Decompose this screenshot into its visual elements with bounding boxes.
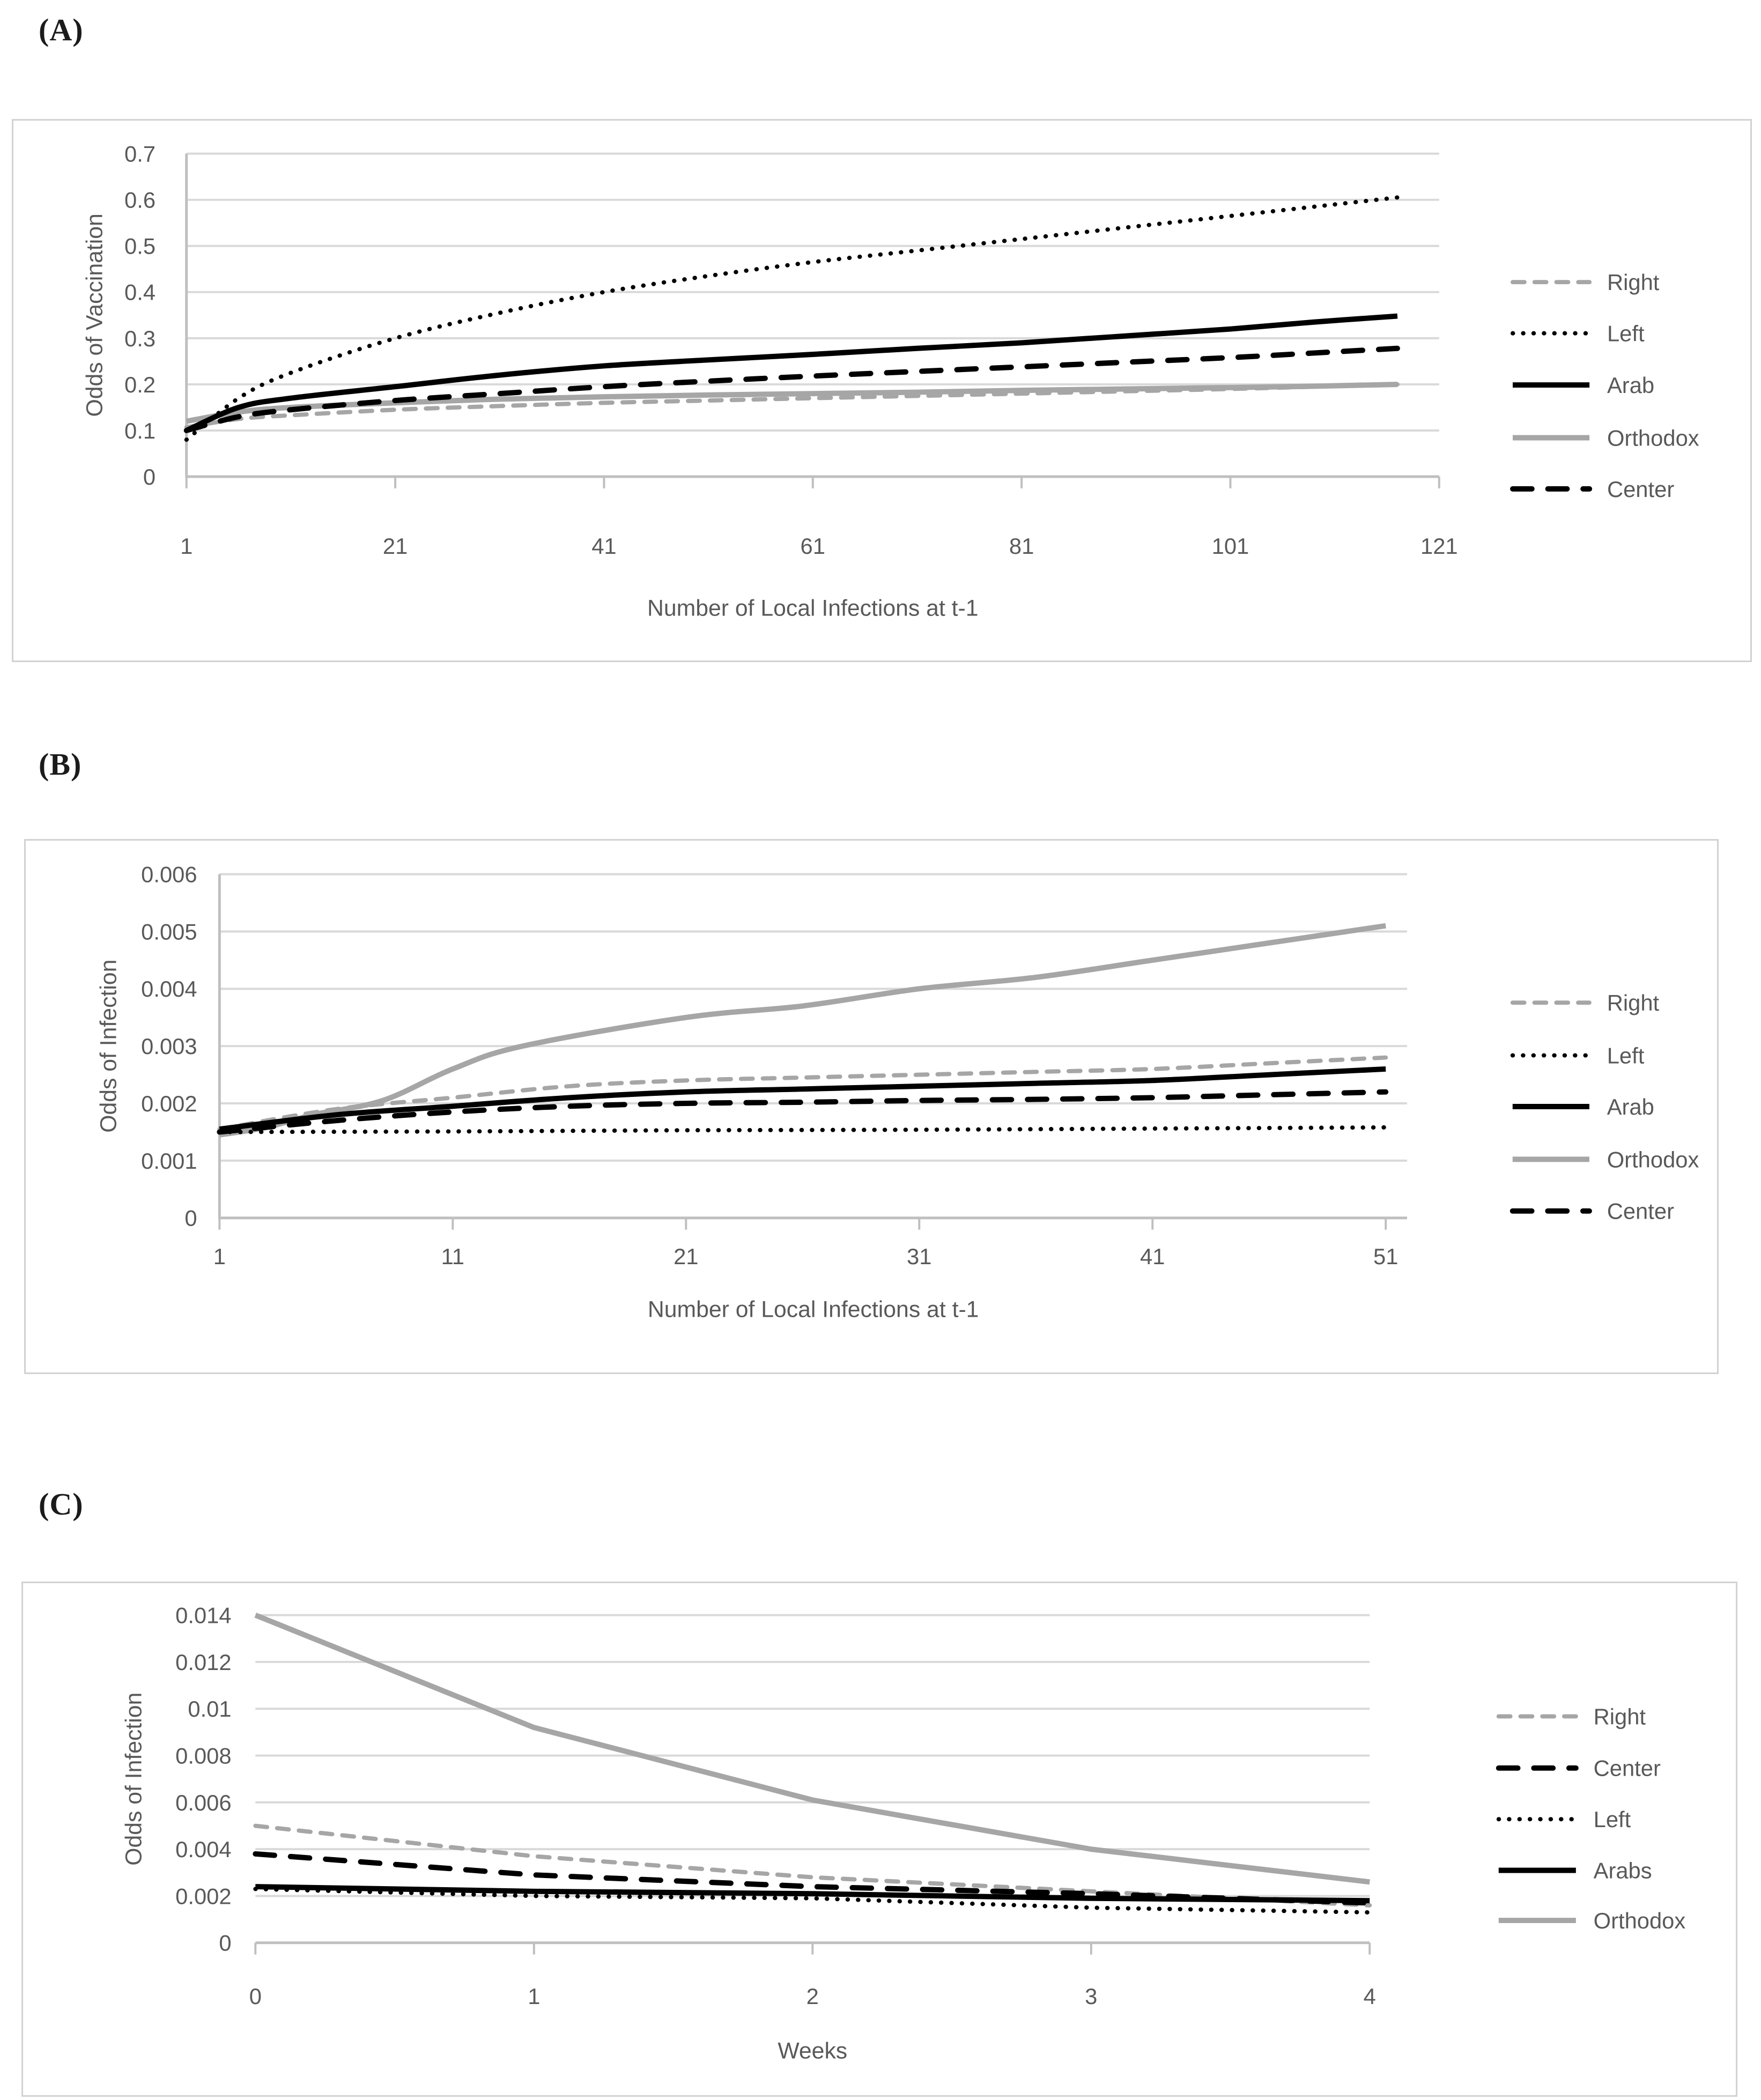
legend-label-left: Left <box>1607 1043 1645 1068</box>
legend-label-right: Right <box>1607 270 1660 295</box>
y-tick-label: 0.5 <box>124 234 156 259</box>
y-tick-label: 0 <box>184 1206 197 1231</box>
y-tick-label: 0.002 <box>175 1883 231 1909</box>
series-line-center <box>217 1089 1389 1135</box>
x-axis-title: Weeks <box>778 2038 847 2064</box>
x-tick-label: 21 <box>383 533 408 559</box>
series-line-right <box>253 1823 1372 1908</box>
series-line-left <box>253 1887 1372 1915</box>
y-tick-label: 0.006 <box>175 1790 231 1815</box>
chart-c-box: 0 0.002 0.004 0.006 0.008 0.01 0.012 0.014 0 1 2 3 4… <box>21 1582 1737 2097</box>
y-tick-label: 0.008 <box>175 1743 231 1768</box>
chart-a-box: 0 0.1 0.2 0.3 0.4 0.5 0.6 0.7 1 21 41 61 81 101 121 Num… <box>12 119 1752 662</box>
y-tick-label: 0.001 <box>141 1148 197 1174</box>
legend-label-arab: Arab <box>1607 1094 1654 1119</box>
x-tick-label: 1 <box>180 533 193 559</box>
x-tick-label: 81 <box>1009 533 1034 559</box>
x-tick-label: 41 <box>1140 1244 1165 1269</box>
x-tick-label: 4 <box>1364 1984 1376 2009</box>
y-tick-label: 0.005 <box>141 919 197 944</box>
x-tick-label: 11 <box>441 1244 464 1269</box>
series-line-left <box>184 195 1400 442</box>
series-line-arab <box>185 313 1398 433</box>
y-tick-label: 0.4 <box>124 280 156 305</box>
x-tick-label: 51 <box>1373 1244 1398 1269</box>
chart-b-box: 0 0.001 0.002 0.003 0.004 0.005 0.006 1 11 21 31 41… <box>24 839 1719 1374</box>
y-axis-title: Odds of Infection <box>96 960 122 1133</box>
x-tick-label: 21 <box>674 1244 698 1269</box>
legend-label-orthodox: Orthodox <box>1594 1908 1686 1933</box>
y-tick-label: 0.1 <box>124 418 156 443</box>
legend-label-arabs: Arabs <box>1594 1858 1652 1883</box>
panel-a-label: (A) <box>39 12 84 47</box>
legend-label-right: Right <box>1594 1704 1646 1729</box>
y-tick-label: 0.01 <box>188 1696 231 1721</box>
x-axis-title: Number of Local Infections at t-1 <box>647 595 979 621</box>
x-tick-label: 41 <box>591 533 616 559</box>
y-tick-label: 0.003 <box>141 1034 197 1059</box>
y-tick-label: 0.3 <box>124 326 156 351</box>
y-tick-label: 0.004 <box>175 1837 231 1862</box>
x-tick-label: 61 <box>801 533 825 559</box>
legend-label-center: Center <box>1607 1199 1674 1224</box>
legend-label-center: Center <box>1594 1756 1661 1781</box>
x-axis-title: Number of Local Infections at t-1 <box>648 1297 979 1323</box>
y-tick-label: 0.7 <box>124 142 156 167</box>
y-tick-label: 0.012 <box>175 1650 231 1675</box>
x-tick-label: 3 <box>1085 1984 1097 2009</box>
legend-label-arab: Arab <box>1607 373 1654 398</box>
y-axis-title: Odds of Vaccination <box>82 213 108 417</box>
series-line-center <box>183 345 1400 433</box>
y-axis-title: Odds of Infection <box>121 1693 147 1866</box>
series-line-right <box>184 382 1400 429</box>
series-line-arab <box>219 1066 1386 1132</box>
y-tick-label: 0.2 <box>124 372 156 397</box>
legend-label-orthodox: Orthodox <box>1607 1147 1699 1172</box>
y-tick-label: 0 <box>143 464 156 489</box>
y-tick-label: 0.014 <box>175 1603 231 1628</box>
y-tick-label: 0.6 <box>124 188 156 213</box>
series-line-arabs <box>255 1884 1370 1904</box>
legend-label-center: Center <box>1607 477 1674 502</box>
y-tick-label: 0.002 <box>141 1091 197 1116</box>
series-line-left <box>217 1125 1388 1134</box>
series-line-orthodox <box>254 1613 1370 1885</box>
x-tick-label: 101 <box>1212 533 1249 559</box>
x-tick-label: 31 <box>907 1244 931 1269</box>
panel-b-label: (B) <box>39 747 82 782</box>
panel-c-label: (C) <box>39 1487 84 1522</box>
y-tick-label: 0.006 <box>141 862 197 887</box>
y-tick-label: 0 <box>219 1931 231 1956</box>
chart-c-svg: 0 0.002 0.004 0.006 0.008 0.01 0.012 0.014 0 1 2 3 4… <box>121 1603 1686 2064</box>
legend-label-orthodox: Orthodox <box>1607 425 1699 450</box>
legend-label-left: Left <box>1594 1807 1631 1832</box>
x-tick-label: 1 <box>213 1244 226 1269</box>
x-tick-label: 2 <box>806 1984 819 2009</box>
chart-a-svg: 00.10.20.30.40.50.60.71 21 41 61 81 101 121Num… <box>82 142 1699 621</box>
x-tick-label: 121 <box>1420 533 1458 559</box>
y-tick-label: 0.004 <box>141 976 197 1001</box>
series-line-right <box>217 1055 1388 1132</box>
legend-label-right: Right <box>1607 990 1660 1015</box>
x-tick-label: 0 <box>249 1984 262 2009</box>
x-tick-label: 1 <box>528 1984 540 2009</box>
legend-label-left: Left <box>1607 321 1645 346</box>
